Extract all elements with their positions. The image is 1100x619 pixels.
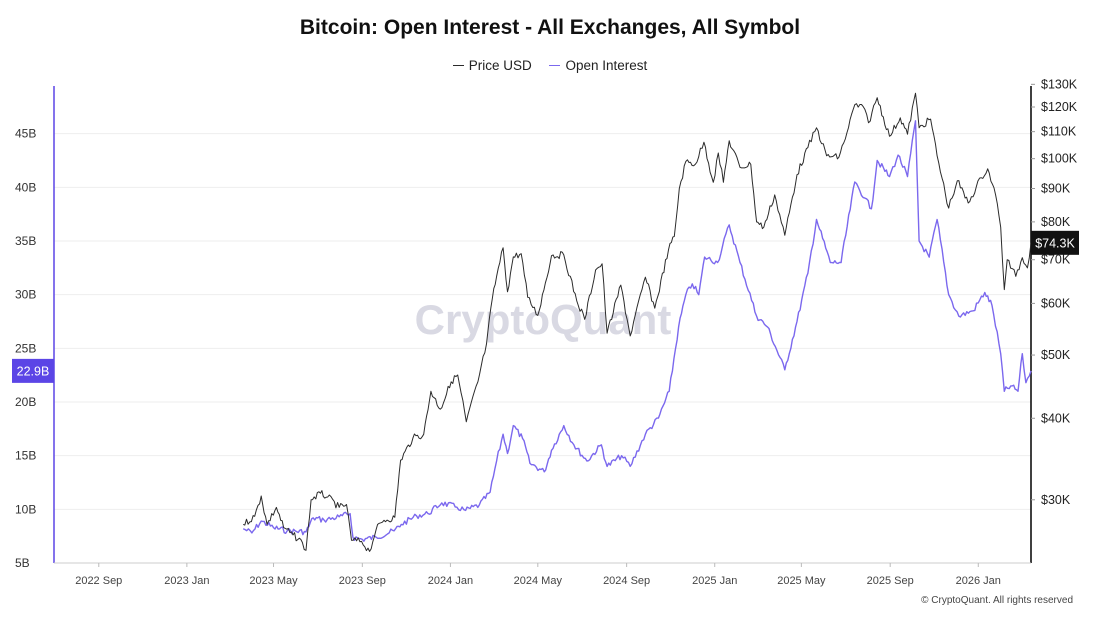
x-tick-label: 2023 Sep bbox=[339, 575, 386, 587]
y-right-tick-label: $50K bbox=[1041, 348, 1071, 362]
series-line-open-interest bbox=[242, 120, 1032, 542]
y-right-tick-label: $40K bbox=[1041, 411, 1071, 425]
y-right-tick-label: $110K bbox=[1041, 125, 1077, 139]
y-left-tick-label: 20B bbox=[15, 395, 36, 409]
y-right-tick-label: $90K bbox=[1041, 182, 1071, 196]
legend-item-price[interactable]: Price USD bbox=[452, 57, 532, 73]
y-left-tick-label: 30B bbox=[15, 288, 36, 302]
legend-swatch-open-interest bbox=[549, 64, 561, 66]
chart-title: Bitcoin: Open Interest - All Exchanges, … bbox=[299, 16, 801, 39]
y-right-tick-label: $80K bbox=[1041, 215, 1071, 229]
x-tick-label: 2022 Sep bbox=[75, 575, 122, 587]
x-tick-label: 2024 Sep bbox=[603, 575, 650, 587]
legend-label-price: Price USD bbox=[468, 57, 532, 73]
x-tick-label: 2023 Jan bbox=[164, 575, 209, 587]
current-open-interest-label: 22.9B bbox=[17, 364, 50, 378]
y-left-tick-label: 45B bbox=[15, 127, 36, 141]
legend-item-open-interest[interactable]: Open Interest bbox=[549, 58, 647, 73]
legend-label-open-interest: Open Interest bbox=[565, 57, 648, 73]
copyright-notice: © CryptoQuant. All rights reserved bbox=[921, 595, 1073, 606]
x-tick-label: 2025 Jan bbox=[692, 575, 737, 587]
y-right-tick-label: $120K bbox=[1041, 100, 1078, 114]
y-left-tick-label: 25B bbox=[15, 341, 36, 355]
series-line-price-usd bbox=[242, 92, 1032, 552]
legend: Price USD Open Interest bbox=[0, 54, 1100, 73]
y-right-tick-label: $30K bbox=[1041, 493, 1071, 507]
x-tick-label: 2025 May bbox=[777, 575, 826, 587]
current-open-interest-badge bbox=[12, 358, 54, 383]
y-left-tick-label: 15B bbox=[15, 449, 36, 463]
x-tick-label: 2026 Jan bbox=[956, 575, 1001, 587]
current-price-badge bbox=[1031, 230, 1079, 255]
current-price-label: $74.3K bbox=[1035, 236, 1075, 250]
x-tick-label: 2024 Jan bbox=[428, 575, 473, 587]
y-right-tick-label: $70K bbox=[1041, 253, 1071, 267]
y-left-tick-label: 40B bbox=[15, 180, 36, 194]
y-right-tick-label: $100K bbox=[1041, 152, 1078, 166]
y-left-tick-label: 5B bbox=[15, 556, 30, 570]
x-tick-label: 2024 May bbox=[514, 575, 563, 587]
x-tick-label: 2023 May bbox=[249, 575, 298, 587]
watermark: CryptoQuant bbox=[415, 296, 672, 343]
y-right-tick-label: $60K bbox=[1041, 296, 1071, 310]
x-tick-label: 2025 Sep bbox=[867, 575, 914, 587]
y-left-tick-label: 35B bbox=[15, 234, 36, 248]
y-right-tick-label: $130K bbox=[1041, 77, 1078, 91]
y-left-tick-label: 10B bbox=[15, 502, 36, 516]
legend-swatch-price bbox=[452, 64, 464, 66]
